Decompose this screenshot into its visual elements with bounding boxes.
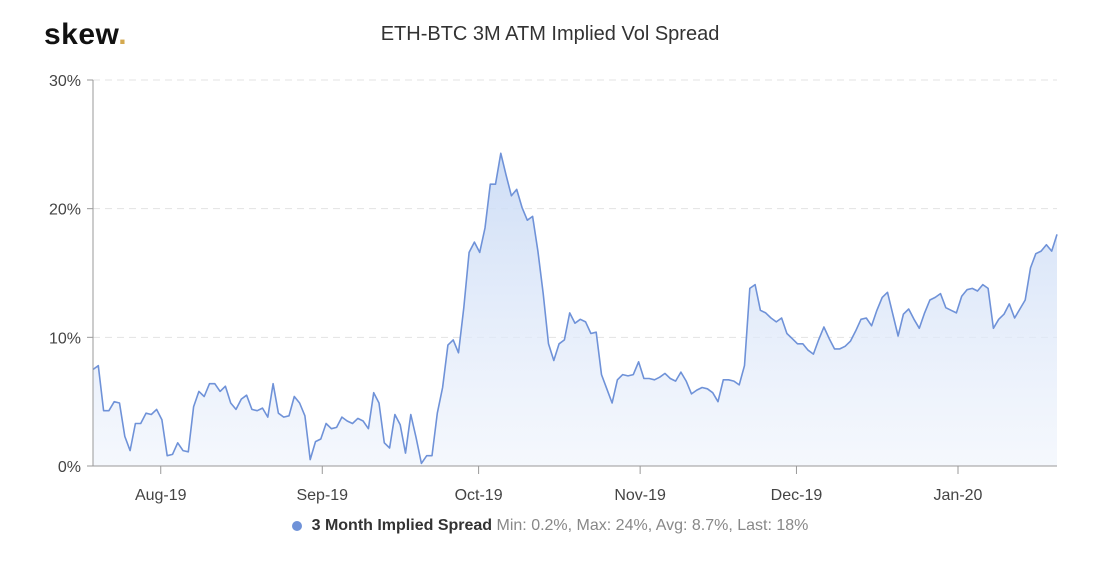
x-tick-label: Sep-19 bbox=[296, 487, 348, 504]
y-tick-label: 0% bbox=[58, 459, 81, 476]
legend-marker-icon bbox=[291, 520, 302, 531]
x-tick-label: Nov-19 bbox=[614, 487, 666, 504]
x-tick-label: Oct-19 bbox=[455, 487, 503, 504]
legend-series-stats: Min: 0.2%, Max: 24%, Avg: 8.7%, Last: 18… bbox=[496, 517, 809, 534]
legend[interactable]: 3 Month Implied Spread Min: 0.2%, Max: 2… bbox=[0, 517, 1100, 535]
series-line[interactable] bbox=[92, 152, 1058, 465]
x-tick-label: Aug-19 bbox=[135, 487, 187, 504]
legend-series-name: 3 Month Implied Spread bbox=[311, 517, 493, 534]
y-tick-label: 20% bbox=[49, 202, 81, 219]
logo-text: skew bbox=[44, 18, 119, 51]
skew-logo: skew. bbox=[44, 18, 127, 52]
x-tick-label: Jan-20 bbox=[934, 487, 983, 504]
chart-title: ETH-BTC 3M ATM Implied Vol Spread bbox=[380, 23, 720, 45]
y-tick-label: 30% bbox=[49, 73, 81, 90]
series-area bbox=[93, 153, 1057, 467]
logo-dot: . bbox=[118, 18, 128, 51]
y-tick-label: 10% bbox=[49, 330, 81, 347]
x-tick-label: Dec-19 bbox=[771, 487, 823, 504]
